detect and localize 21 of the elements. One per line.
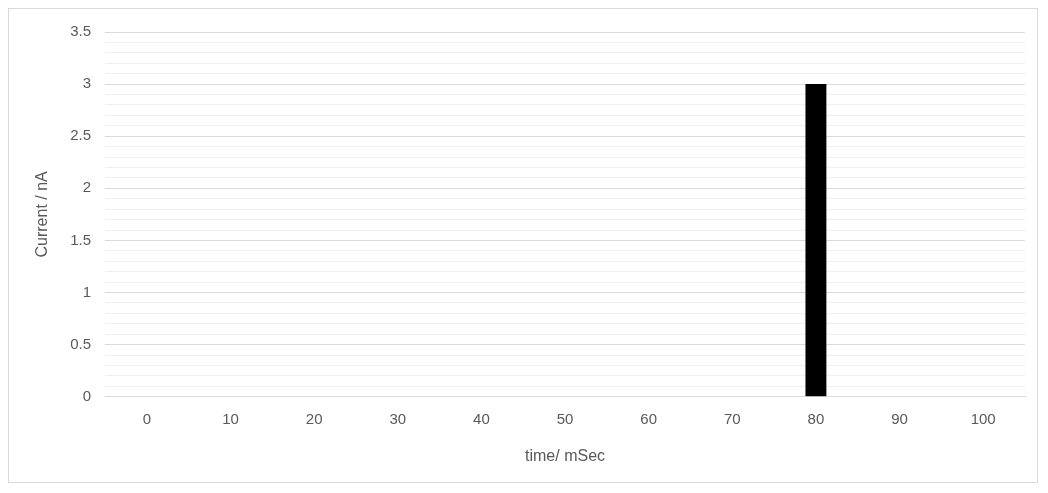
y-tick-label: 2 <box>82 178 92 196</box>
y-tick-label: 3 <box>82 74 92 92</box>
x-tick-label: 70 <box>723 409 741 427</box>
y-tick-label: 2.5 <box>70 126 92 144</box>
x-axis-title: time/ mSec <box>525 446 606 464</box>
x-tick-label: 30 <box>389 409 407 427</box>
x-tick-label: 90 <box>891 409 908 427</box>
x-tick-label: 80 <box>807 409 825 427</box>
x-tick-label: 10 <box>222 409 239 427</box>
y-tick-label: 3.5 <box>70 22 92 40</box>
x-tick-label: 100 <box>970 409 996 427</box>
y-axis-title: Current / nA <box>33 170 51 258</box>
y-tick-label: 1 <box>82 282 92 300</box>
y-tick-label: 0.5 <box>70 334 92 352</box>
x-tick-label: 60 <box>640 409 657 427</box>
x-tick-label: 20 <box>305 409 323 427</box>
y-tick-label: 0 <box>82 386 92 404</box>
x-tick-label: 50 <box>556 409 574 427</box>
x-tick-label: 0 <box>142 409 152 427</box>
x-tick-label: 40 <box>473 409 490 427</box>
y-tick-label: 1.5 <box>70 230 92 248</box>
